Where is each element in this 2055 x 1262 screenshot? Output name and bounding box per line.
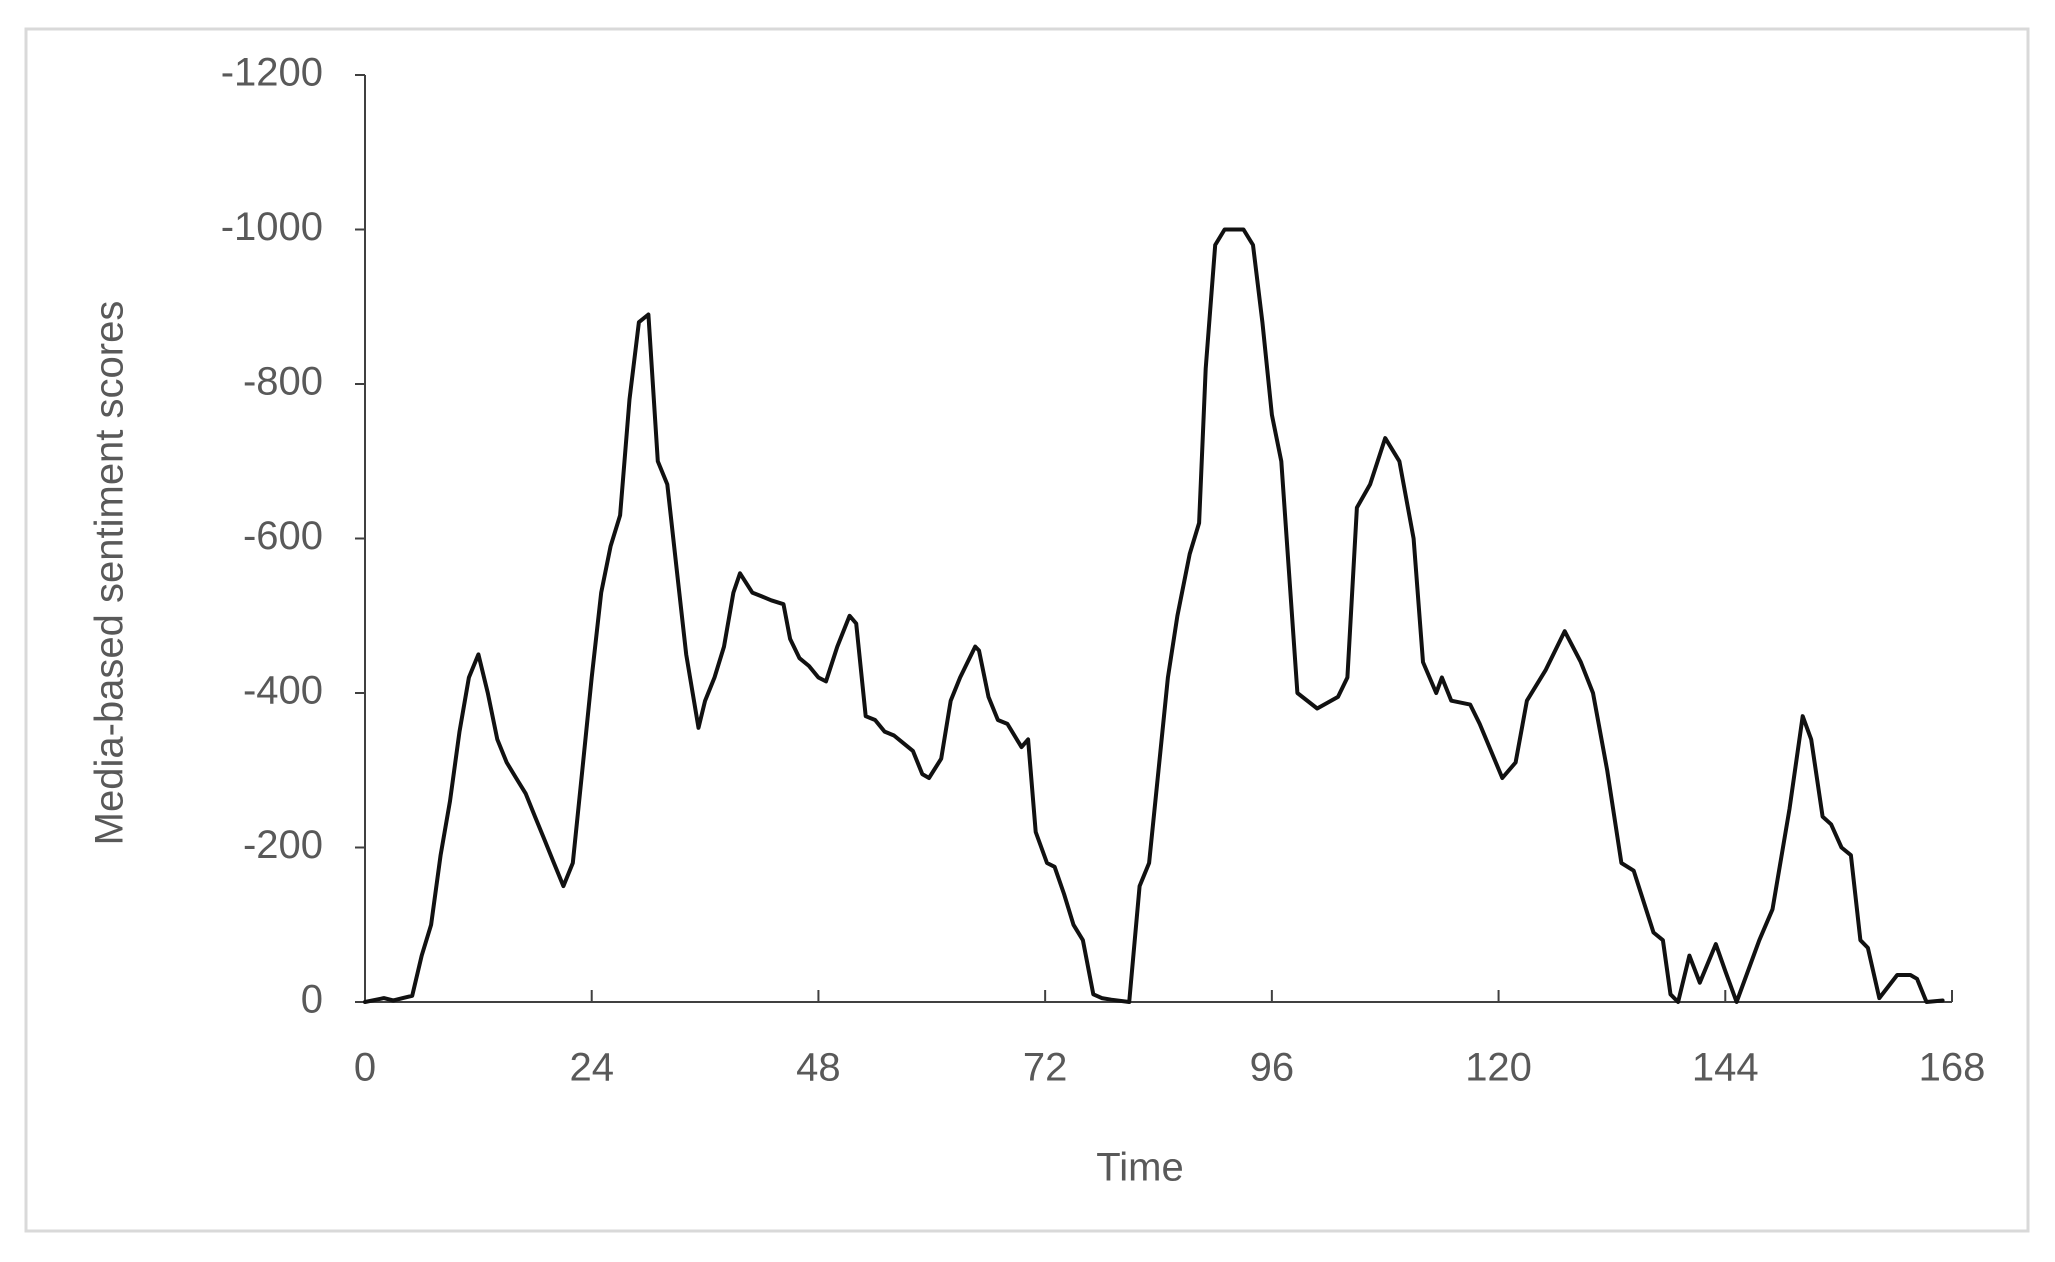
y-tick-label: -1000: [221, 205, 323, 249]
x-tick-label: 168: [1919, 1046, 1986, 1090]
x-tick-label: 96: [1250, 1046, 1295, 1090]
y-axis-title: Media-based sentiment scores: [88, 301, 132, 846]
y-tick-label: -600: [243, 514, 323, 558]
y-tick-label: -1200: [221, 51, 323, 95]
x-tick-label: 72: [1023, 1046, 1068, 1090]
y-tick-label: -800: [243, 360, 323, 404]
x-tick-label: 120: [1465, 1046, 1532, 1090]
x-tick-label: 0: [354, 1046, 376, 1090]
x-axis-title: Time: [1096, 1146, 1183, 1190]
y-tick-label: -400: [243, 669, 323, 713]
x-tick-label: 24: [569, 1046, 614, 1090]
y-tick-label: -200: [243, 823, 323, 867]
y-tick-label: 0: [301, 978, 323, 1022]
x-tick-label: 48: [796, 1046, 841, 1090]
x-tick-label: 144: [1692, 1046, 1759, 1090]
data-line: [363, 227, 1945, 1004]
